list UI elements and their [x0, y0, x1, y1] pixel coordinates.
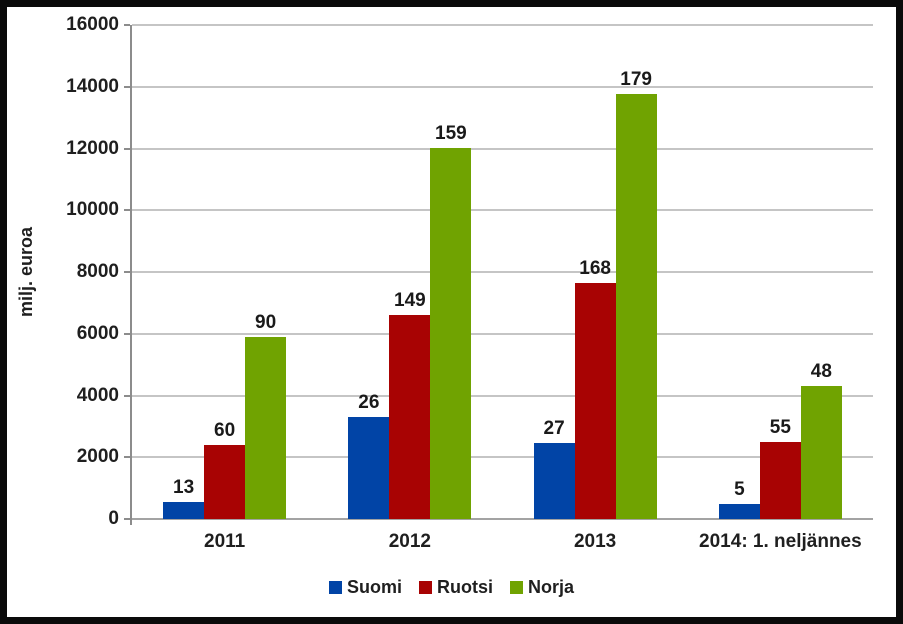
x-category-label-2013: 2013	[573, 531, 617, 552]
y-tick-label: 10000	[66, 199, 119, 221]
gridline-2000	[132, 456, 873, 459]
bar-value-label-ruotsi-2011: 60	[214, 420, 236, 441]
bar-ruotsi-2014-1-nelj-nnes	[759, 442, 801, 519]
bar-norja-2013	[615, 94, 657, 519]
legend-label-ruotsi: Ruotsi	[437, 577, 493, 597]
bar-norja-2014-1-nelj-nnes	[800, 386, 842, 519]
legend: Suomi Ruotsi Norja	[0, 577, 903, 598]
y-tick-label: 14000	[66, 75, 119, 97]
legend-label-suomi: Suomi	[346, 577, 402, 597]
bar-value-label-ruotsi-2014-1-nelj-nnes: 55	[769, 417, 791, 438]
bar-suomi-2011	[163, 502, 205, 519]
y-tick-label: 0	[108, 508, 119, 529]
legend-swatch-norja	[510, 581, 523, 594]
gridline-16000	[132, 24, 873, 26]
y-tick-label: 6000	[76, 322, 119, 344]
x-category-label-2014-1-nelj-nnes: 2014: 1. neljännes	[699, 531, 862, 552]
y-axis-tick	[124, 518, 130, 520]
bar-ruotsi-2013	[574, 283, 616, 519]
gridline-14000	[132, 85, 873, 88]
x-category-label-2012: 2012	[388, 531, 432, 552]
y-axis-tick	[124, 394, 130, 397]
y-axis-tick	[124, 271, 130, 273]
bar-norja-2011	[245, 337, 287, 519]
bar-value-label-ruotsi-2012: 149	[394, 290, 426, 311]
bar-norja-2012	[430, 148, 472, 519]
legend-item-ruotsi: Ruotsi	[419, 577, 493, 598]
bar-value-label-norja-2013: 179	[620, 69, 652, 90]
y-axis-tick	[124, 147, 130, 150]
gridline-8000	[132, 271, 873, 273]
bar-value-label-suomi-2014-1-nelj-nnes: 5	[734, 479, 745, 500]
gridline-10000	[132, 209, 873, 212]
x-axis-line	[132, 518, 873, 520]
gridline-12000	[132, 147, 873, 150]
plot-area: 13 60 90 26 149 159 27 168 179 5 55 48	[124, 24, 873, 525]
bar-value-label-ruotsi-2013: 168	[579, 258, 611, 279]
bar-ruotsi-2011	[204, 445, 246, 519]
y-tick-label: 16000	[66, 14, 119, 35]
bar-value-label-suomi-2013: 27	[543, 418, 565, 439]
y-tick-label: 12000	[66, 137, 119, 159]
bar-suomi-2013	[533, 443, 575, 519]
legend-item-norja: Norja	[510, 577, 574, 598]
x-category-label-2011: 2011	[204, 531, 246, 552]
bar-value-label-norja-2014-1-nelj-nnes: 48	[810, 361, 832, 382]
bar-suomi-2012	[348, 417, 390, 519]
y-axis-tick	[124, 85, 130, 88]
legend-swatch-suomi	[328, 581, 342, 594]
y-axis-line	[130, 25, 132, 525]
bar-suomi-2014-1-nelj-nnes	[718, 504, 760, 519]
y-axis-tick	[124, 332, 130, 335]
bar-value-label-suomi-2011: 13	[173, 477, 195, 498]
legend-swatch-ruotsi	[419, 581, 432, 594]
y-tick-label: 8000	[76, 261, 119, 282]
gridline-4000	[132, 394, 873, 397]
y-axis-tick	[124, 209, 130, 212]
bar-ruotsi-2012	[389, 315, 431, 519]
legend-label-norja: Norja	[528, 577, 575, 597]
bar-value-label-suomi-2012: 26	[358, 392, 380, 413]
bar-value-label-norja-2011: 90	[255, 312, 277, 333]
bar-value-label-norja-2012: 159	[435, 123, 467, 144]
y-tick-label: 2000	[76, 446, 119, 468]
legend-item-suomi: Suomi	[328, 577, 402, 598]
y-axis-tick	[124, 456, 130, 459]
y-axis-tick	[124, 24, 130, 26]
y-tick-label: 4000	[76, 384, 119, 406]
gridline-6000	[132, 332, 873, 335]
